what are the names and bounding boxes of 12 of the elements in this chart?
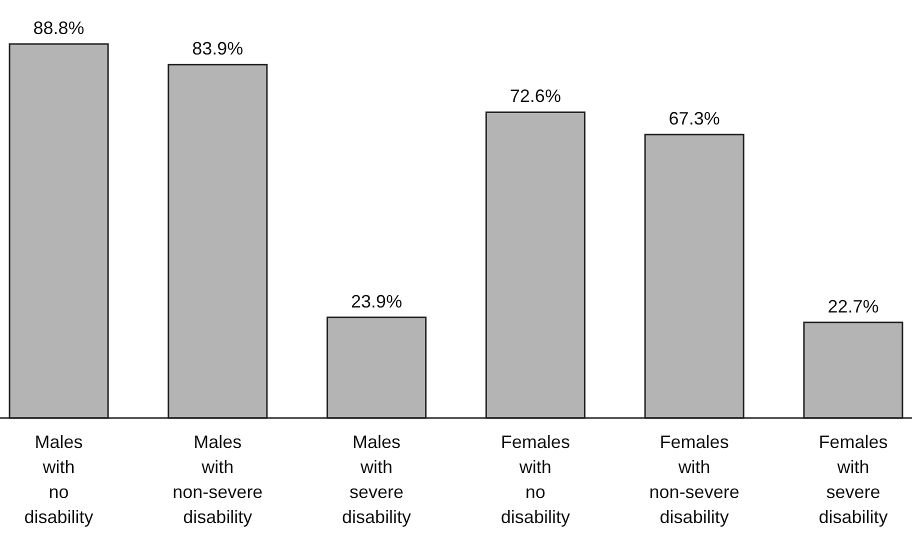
data-label: 72.6% bbox=[510, 86, 561, 106]
data-label: 22.7% bbox=[828, 296, 879, 316]
x-tick-label: Females with severe disability bbox=[818, 432, 888, 527]
x-tick-label: Females with no disability bbox=[500, 432, 570, 527]
data-label: 88.8% bbox=[33, 18, 84, 38]
x-tick-label: Females with non-severe disability bbox=[649, 432, 740, 527]
x-tick-label: Males with non-severe disability bbox=[172, 432, 263, 527]
data-label: 67.3% bbox=[668, 108, 720, 129]
x-tick-label: Males with no disability bbox=[24, 432, 94, 527]
data-label: 83.9% bbox=[192, 38, 244, 59]
data-label: 23.9% bbox=[351, 291, 402, 312]
x-tick-label: Males with severe disability bbox=[342, 432, 412, 527]
